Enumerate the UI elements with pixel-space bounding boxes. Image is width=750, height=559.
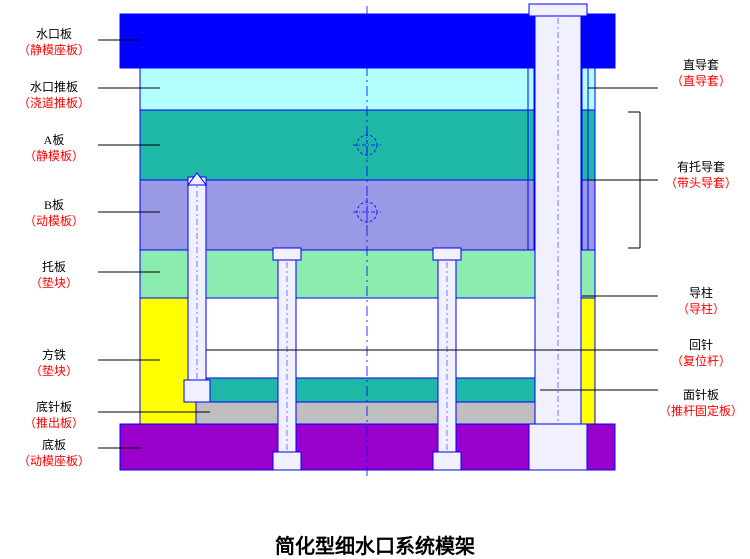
label-main: 面针板 [658,388,744,404]
label-sub: （推杆固定板） [658,404,744,420]
label-sub: （垫块） [10,276,98,292]
label-sub: （静模板） [10,149,98,165]
plate-label: 水口板（静模座板） [10,27,98,58]
label-main: A板 [10,133,98,149]
label-sub: （静模座板） [10,43,98,59]
plate-label: 导柱（导柱） [658,286,744,317]
label-sub: （动模座板） [10,454,98,470]
label-main: 导柱 [658,286,744,302]
label-sub: （推出板） [10,416,98,432]
label-sub: （动模板） [10,214,98,230]
label-main: 底针板 [10,400,98,416]
label-main: 水口推板 [10,80,98,96]
mold-diagram [0,0,750,510]
label-sub: （导柱） [658,302,744,318]
plate-label: 面针板（推杆固定板） [658,388,744,419]
label-main: 回针 [658,338,744,354]
label-main: 直导套 [658,58,744,74]
label-sub: （复位杆） [658,354,744,370]
diagram-title: 简化型细水口系统模架 [0,530,750,559]
plate-label: 托板（垫块） [10,260,98,291]
label-main: 托板 [10,260,98,276]
label-sub: （带头导套） [658,176,744,192]
plate-label: 有托导套（带头导套） [658,160,744,191]
plate-label: 回针（复位杆） [658,338,744,369]
label-sub: （直导套） [658,74,744,90]
label-sub: （浇道推板） [10,96,98,112]
label-sub: （垫块） [10,364,98,380]
label-main: B板 [10,198,98,214]
label-main: 方铁 [10,348,98,364]
plate-label: A板（静模板） [10,133,98,164]
plate-label: B板（动模板） [10,198,98,229]
plate-label: 水口推板（浇道推板） [10,80,98,111]
plate-label: 底针板（推出板） [10,400,98,431]
plate-label: 直导套（直导套） [658,58,744,89]
label-main: 有托导套 [658,160,744,176]
plate-label: 方铁（垫块） [10,348,98,379]
label-main: 水口板 [10,27,98,43]
plate-label: 底板（动模座板） [10,438,98,469]
label-main: 底板 [10,438,98,454]
